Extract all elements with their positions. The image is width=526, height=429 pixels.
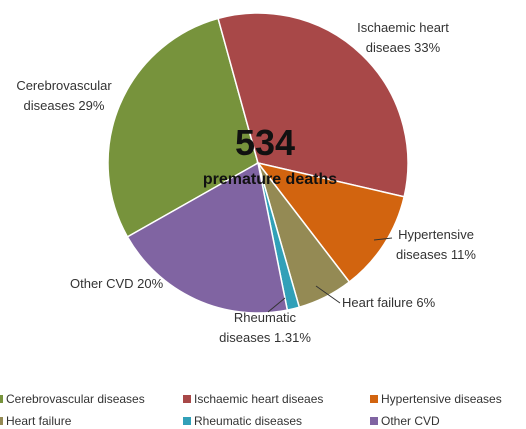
legend-label: Heart failure (6, 414, 72, 428)
data-label: Cerebrovascular diseases 29% (16, 78, 112, 113)
legend-label: Ischaemic heart diseaes (194, 392, 324, 406)
center-label: premature deaths (202, 171, 338, 188)
legend-item: Hypertensive diseases (370, 392, 502, 406)
legend-item: Ischaemic heart diseaes (183, 392, 323, 406)
leader-line (315, 285, 341, 304)
legend-swatch (370, 395, 378, 403)
legend-swatch (370, 417, 378, 425)
legend-item: Rheumatic diseases (183, 414, 302, 428)
legend-swatch (0, 417, 3, 425)
data-label: Rheumatic diseases 1.31% (219, 310, 311, 345)
legend-item: Cerebrovascular diseases (0, 392, 145, 406)
pie-slice (126, 161, 289, 314)
data-label: Other CVD 20% (70, 276, 164, 291)
pie-slice (256, 161, 406, 284)
legend-swatch (183, 395, 191, 403)
legend-item: Other CVD (370, 414, 440, 428)
data-label: Heart failure 6% (342, 295, 436, 310)
legend-label: Other CVD (381, 414, 440, 428)
legend-swatch (0, 395, 3, 403)
legend-item: Heart failure (0, 414, 71, 428)
data-label: Hypertensive diseases 11% (396, 227, 476, 262)
legend-label: Rheumatic diseases (194, 414, 303, 428)
legend-label: Hypertensive diseases (381, 392, 502, 406)
legend-label: Cerebrovascular diseases (6, 392, 145, 406)
data-label: Ischaemic heart diseaes 33% (357, 20, 449, 55)
pie-slice (217, 12, 409, 198)
legend-swatch (183, 417, 191, 425)
center-value: 534 (234, 122, 296, 163)
leader-line (373, 237, 393, 241)
leader-line (267, 297, 286, 313)
pie-slice (107, 17, 259, 238)
